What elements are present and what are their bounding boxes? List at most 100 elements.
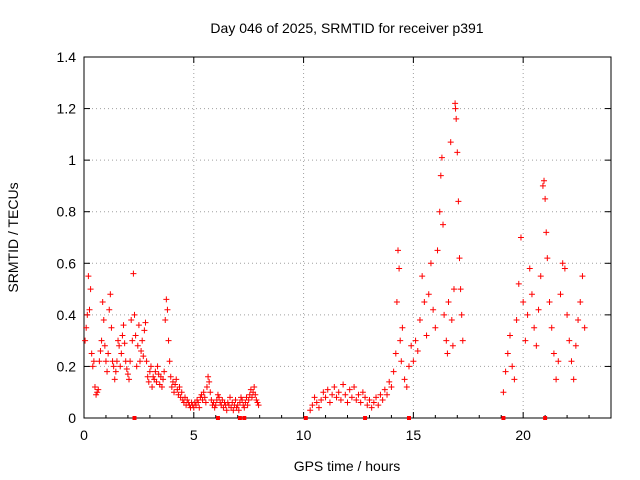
data-point: [167, 373, 174, 380]
data-point: [437, 172, 444, 179]
chart-title: Day 046 of 2025, SRMTID for receiver p39…: [210, 20, 483, 36]
plot-frame: [83, 56, 612, 419]
data-point: [173, 376, 180, 383]
data-point: [322, 394, 329, 401]
data-point: [254, 399, 261, 406]
data-point: [427, 260, 434, 267]
data-point: [138, 347, 145, 354]
data-point: [434, 247, 441, 254]
data-point: [577, 298, 584, 305]
data-point: [570, 376, 577, 383]
tick-layer: 0 0.2 0.4 0.6 0.8 1 1.2 1.4 0 5 10 15 20: [57, 49, 611, 443]
data-point: [396, 265, 403, 272]
data-point: [232, 396, 239, 403]
data-point: [398, 358, 405, 365]
data-point: [337, 396, 344, 403]
data-point: [115, 337, 122, 344]
data-point: [84, 311, 91, 318]
data-point: [388, 384, 395, 391]
data-point: [333, 394, 340, 401]
data-point: [107, 291, 114, 298]
data-point: [216, 394, 223, 401]
data-point: [546, 298, 553, 305]
data-point: [421, 298, 428, 305]
data-point: [158, 384, 165, 391]
data-point: [564, 311, 571, 318]
data-point: [370, 399, 377, 406]
data-point: [238, 394, 245, 401]
data-point: [351, 384, 358, 391]
data-point: [129, 337, 136, 344]
data-point: [375, 402, 382, 409]
data-point: [230, 407, 237, 414]
data-point: [443, 337, 450, 344]
data-point: [143, 358, 150, 365]
data-point: [504, 350, 511, 357]
data-point: [91, 384, 98, 391]
data-point: [324, 386, 331, 393]
data-point: [100, 317, 107, 324]
data-point: [557, 291, 564, 298]
data-point: [377, 391, 384, 398]
data-point: [416, 317, 423, 324]
data-point: [414, 347, 421, 354]
data-point: [126, 376, 133, 383]
data-point: [88, 350, 95, 357]
data-point: [97, 347, 104, 354]
data-point: [509, 363, 516, 370]
zero-marker: [132, 416, 137, 420]
data-point: [395, 247, 402, 254]
data-point: [408, 342, 415, 349]
data-point: [559, 260, 566, 267]
data-point: [520, 298, 527, 305]
x-tick-label: 10: [296, 427, 312, 443]
data-point: [227, 394, 234, 401]
data-point: [194, 396, 201, 403]
data-point: [348, 394, 355, 401]
data-point: [517, 234, 524, 241]
data-point: [241, 404, 248, 411]
data-point: [539, 182, 546, 189]
x-tick-label: 15: [406, 427, 422, 443]
data-point: [432, 324, 439, 331]
data-point: [566, 337, 573, 344]
data-point: [423, 332, 430, 339]
data-point: [449, 342, 456, 349]
data-point: [579, 273, 586, 280]
data-point: [526, 265, 533, 272]
data-point: [102, 358, 109, 365]
data-point: [353, 396, 360, 403]
data-point: [178, 389, 185, 396]
data-point: [390, 368, 397, 375]
data-point: [450, 286, 457, 293]
data-point: [124, 371, 131, 378]
data-point: [206, 378, 213, 385]
zero-marker: [303, 416, 308, 420]
data-point: [448, 317, 455, 324]
data-point: [318, 396, 325, 403]
data-point: [111, 376, 118, 383]
data-point: [373, 394, 380, 401]
data-point: [455, 198, 462, 205]
data-point: [444, 350, 451, 357]
data-point: [458, 311, 465, 318]
data-point: [251, 384, 258, 391]
data-point: [399, 324, 406, 331]
data-point: [453, 115, 460, 122]
data-point: [245, 396, 252, 403]
data-point: [146, 368, 153, 375]
data-point: [313, 399, 320, 406]
data-point: [412, 337, 419, 344]
data-point: [171, 389, 178, 396]
data-point: [153, 378, 160, 385]
y-tick-label: 1.4: [57, 49, 77, 65]
data-point: [99, 298, 106, 305]
data-point: [359, 389, 366, 396]
data-point: [307, 407, 314, 414]
data-point: [139, 337, 146, 344]
data-point: [203, 384, 210, 391]
data-point: [515, 280, 522, 287]
data-point: [132, 332, 139, 339]
data-point: [522, 337, 529, 344]
data-point: [162, 317, 169, 324]
